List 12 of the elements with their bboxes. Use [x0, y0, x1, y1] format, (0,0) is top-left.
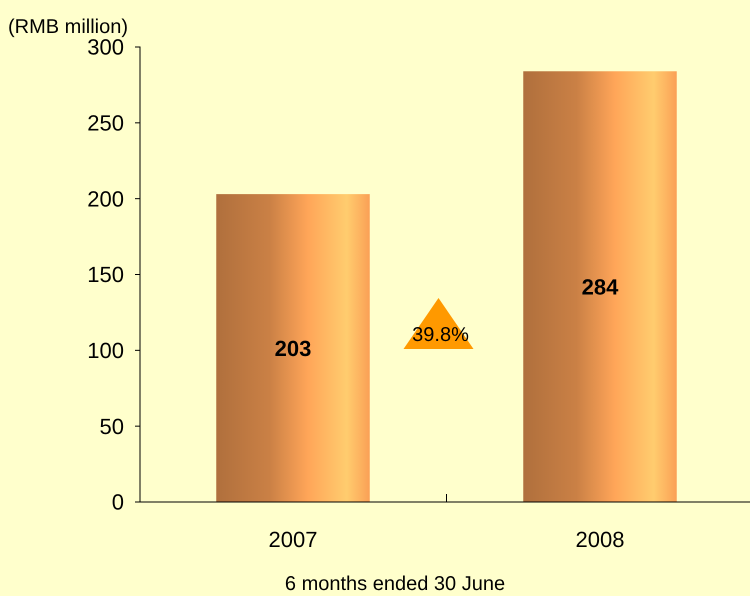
y-tick-label: 0: [112, 490, 124, 515]
y-axis-title: (RMB million): [8, 16, 128, 38]
data-label: 203: [274, 336, 312, 362]
x-tick-label: 2007: [268, 526, 318, 552]
y-tick-label: 150: [87, 262, 124, 288]
y-tick-label: 100: [87, 338, 124, 364]
x-axis-title: 6 months ended 30 June: [284, 573, 506, 595]
data-label: 284: [582, 274, 620, 300]
x-tick-label: 2008: [576, 526, 624, 552]
y-tick-label: 50: [100, 414, 124, 439]
y-tick-label: 200: [87, 186, 124, 212]
y-tick-label: 250: [87, 110, 124, 136]
